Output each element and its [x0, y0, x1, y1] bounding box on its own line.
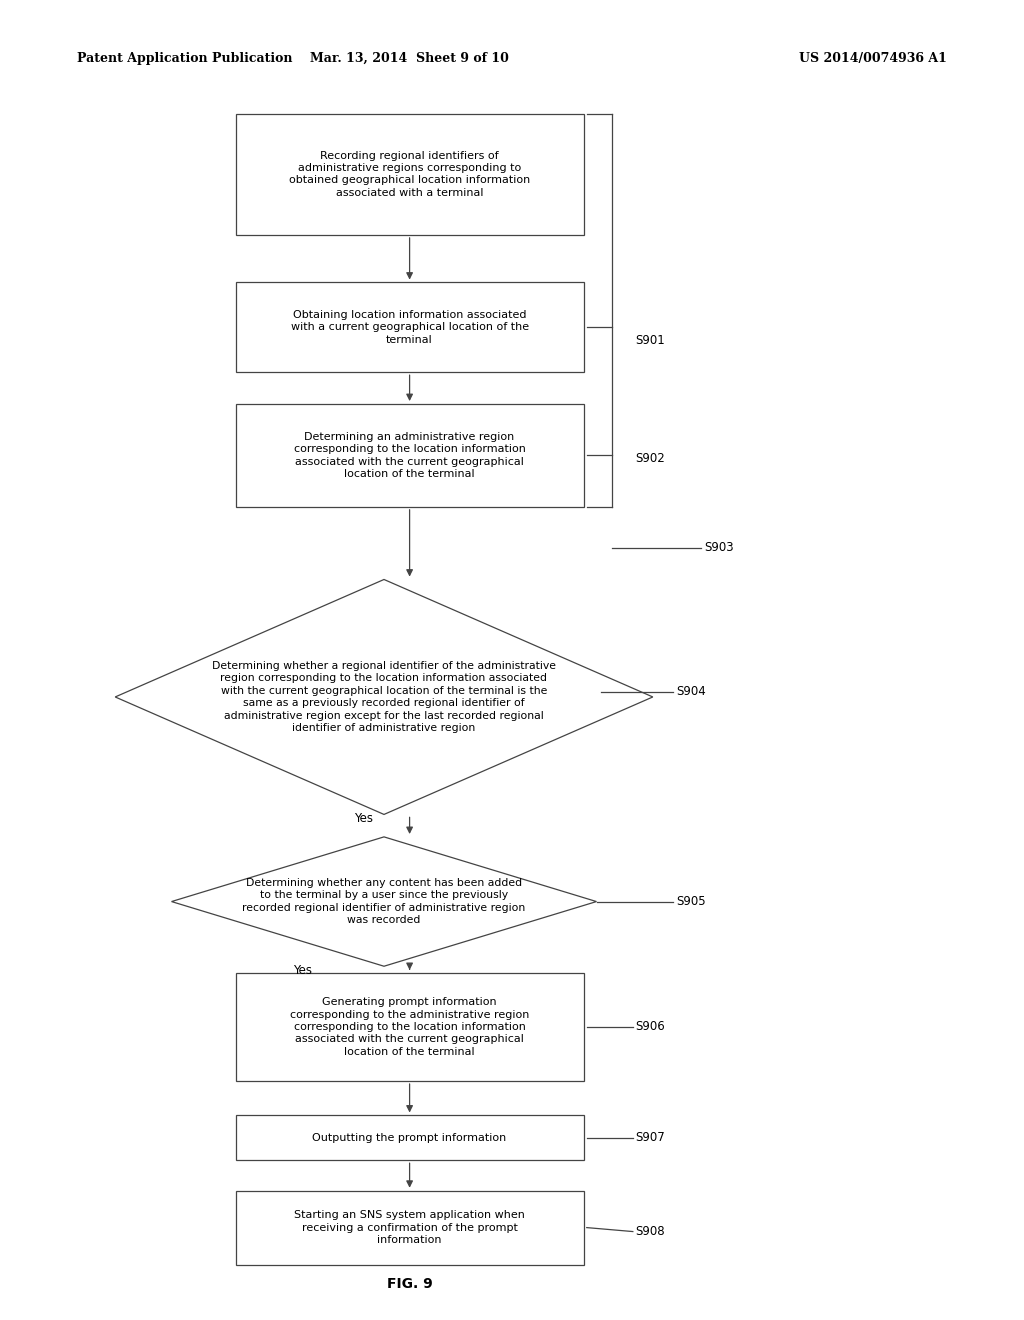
Text: Patent Application Publication: Patent Application Publication: [77, 51, 292, 65]
Text: US 2014/0074936 A1: US 2014/0074936 A1: [800, 51, 947, 65]
Text: S904: S904: [676, 685, 706, 698]
Bar: [236, 1115, 584, 1160]
Text: Starting an SNS system application when
receiving a confirmation of the prompt
i: Starting an SNS system application when …: [294, 1210, 525, 1245]
Text: Generating prompt information
corresponding to the administrative region
corresp: Generating prompt information correspond…: [290, 997, 529, 1057]
Text: S907: S907: [635, 1131, 665, 1144]
Text: Mar. 13, 2014  Sheet 9 of 10: Mar. 13, 2014 Sheet 9 of 10: [310, 51, 509, 65]
Text: S901: S901: [635, 334, 665, 347]
Polygon shape: [172, 837, 596, 966]
Bar: [236, 282, 584, 372]
Text: Determining an administrative region
corresponding to the location information
a: Determining an administrative region cor…: [294, 432, 525, 479]
Bar: [236, 973, 584, 1081]
Text: Obtaining location information associated
with a current geographical location o: Obtaining location information associate…: [291, 310, 528, 345]
Text: S902: S902: [635, 451, 665, 465]
Text: Recording regional identifiers of
administrative regions corresponding to
obtain: Recording regional identifiers of admini…: [289, 150, 530, 198]
Bar: [236, 1191, 584, 1265]
Text: S905: S905: [676, 895, 706, 908]
Text: Outputting the prompt information: Outputting the prompt information: [312, 1133, 507, 1143]
Text: Yes: Yes: [354, 812, 373, 825]
Text: Determining whether a regional identifier of the administrative
region correspon: Determining whether a regional identifie…: [212, 661, 556, 733]
Text: FIG. 9: FIG. 9: [387, 1278, 432, 1291]
Bar: [236, 114, 584, 235]
Text: Determining whether any content has been added
to the terminal by a user since t: Determining whether any content has been…: [243, 878, 525, 925]
Text: Yes: Yes: [293, 964, 311, 977]
Text: S903: S903: [705, 541, 734, 554]
Bar: [236, 404, 584, 507]
Text: S908: S908: [635, 1225, 665, 1238]
Text: S906: S906: [635, 1020, 665, 1034]
Polygon shape: [115, 579, 653, 814]
